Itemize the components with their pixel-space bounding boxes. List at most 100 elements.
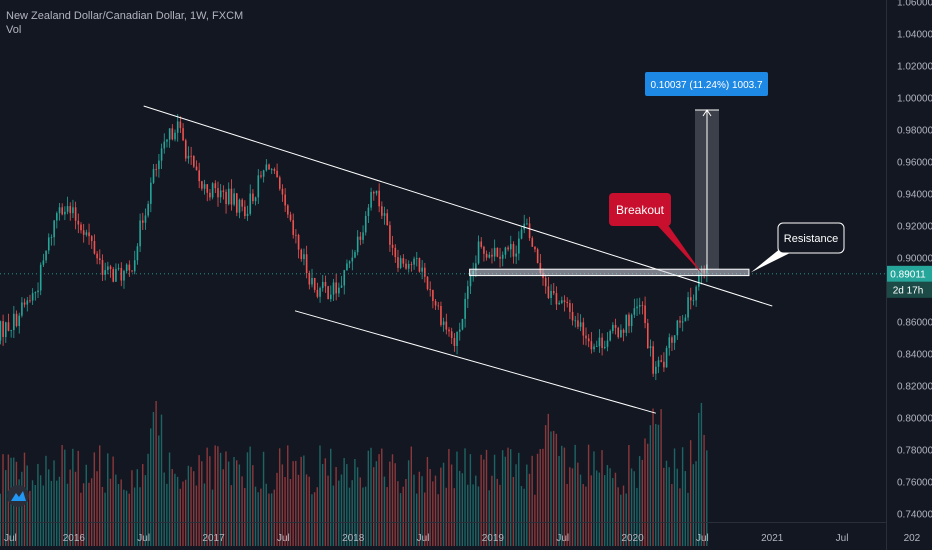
candle-body — [641, 305, 644, 306]
candle-body — [29, 300, 31, 302]
candle-body — [174, 132, 176, 140]
candle-body — [362, 232, 364, 240]
volume-bar — [394, 463, 396, 546]
price-tick-label: 1.04000 — [897, 30, 932, 41]
volume-bar — [131, 470, 133, 546]
volume-bar — [115, 474, 117, 546]
volume-bar — [512, 476, 515, 546]
volume-bar — [483, 459, 485, 546]
volume-bar — [467, 484, 469, 546]
price-tick-label: 0.84000 — [897, 350, 932, 361]
candle-body — [120, 267, 123, 281]
volume-bar — [123, 489, 125, 546]
volume-bar — [657, 424, 660, 546]
candle-body — [166, 139, 168, 142]
volume-bar — [287, 445, 289, 546]
volume-bar — [595, 470, 598, 546]
volume-bar — [649, 425, 652, 546]
volume-bar — [257, 492, 259, 546]
candle-body — [467, 286, 469, 299]
volume-bar — [182, 481, 184, 546]
volume-bar — [692, 464, 695, 546]
candle-body — [429, 289, 432, 291]
volume-bar — [552, 430, 555, 546]
candle-body — [321, 281, 324, 289]
volume-bar — [534, 494, 536, 546]
volume-bar — [630, 468, 633, 546]
volume-bar — [528, 473, 531, 546]
volume-bar — [356, 467, 359, 546]
candle-body — [646, 323, 649, 349]
candle-body — [0, 321, 2, 341]
candle-body — [278, 177, 281, 189]
candle-body — [488, 254, 491, 258]
volume-bar — [641, 459, 644, 546]
countdown-label: 2d 17h — [893, 285, 924, 296]
volume-bar — [69, 469, 71, 546]
candle-body — [152, 168, 155, 183]
volume-bar — [593, 451, 595, 546]
volume-bar — [276, 472, 278, 546]
volume-bar — [225, 451, 227, 546]
volume-bar — [496, 478, 498, 546]
volume-bar — [230, 485, 233, 546]
candle-body — [109, 266, 112, 270]
volume-bar — [577, 462, 579, 546]
candle-body — [319, 288, 321, 297]
volume-bar — [324, 458, 327, 546]
candle-body — [652, 346, 654, 374]
candle-body — [82, 230, 85, 235]
candle-body — [214, 183, 217, 189]
volume-bar — [201, 461, 203, 546]
volume-bar — [609, 468, 611, 546]
candle-body — [687, 297, 689, 318]
candle-body — [461, 318, 464, 330]
volume-bar — [0, 493, 2, 546]
volume-bar — [590, 475, 592, 546]
candle-body — [544, 277, 547, 287]
volume-bar — [252, 465, 254, 546]
candle-body — [434, 300, 437, 306]
channel-lower-line — [294, 310, 656, 414]
candle-body — [23, 302, 26, 305]
volume-bar — [402, 486, 404, 546]
volume-bar — [558, 455, 560, 546]
volume-bar — [211, 489, 214, 546]
candle-body — [96, 253, 98, 259]
volume-bar — [112, 456, 114, 546]
volume-bar — [547, 413, 549, 546]
volume-bar — [327, 475, 329, 546]
resistance-zone — [469, 268, 750, 277]
candle-body — [671, 337, 673, 343]
price-tick-label: 0.96000 — [897, 158, 932, 169]
time-tick-label: Jul — [696, 533, 709, 544]
candle-body — [453, 337, 456, 346]
volume-bar — [507, 447, 509, 546]
candle-body — [230, 188, 233, 205]
candle-body — [211, 183, 214, 198]
resistance-label: Resistance — [784, 233, 838, 245]
candle-body — [698, 275, 700, 287]
volume-bar — [480, 454, 482, 546]
candle-body — [316, 289, 319, 297]
volume-bar — [389, 461, 391, 546]
volume-bar — [136, 469, 139, 546]
volume-bar — [448, 448, 450, 546]
candle-body — [397, 257, 399, 268]
candle-body — [569, 303, 571, 312]
candle-body — [69, 206, 72, 214]
candle-body — [364, 215, 367, 233]
volume-bar — [340, 474, 343, 546]
volume-bar — [66, 483, 69, 546]
candle-body — [295, 234, 297, 236]
volume-bar — [147, 453, 149, 546]
candle-body — [383, 213, 386, 216]
volume-bar — [397, 481, 399, 546]
volume-bar — [582, 484, 584, 546]
volume-bar — [569, 467, 571, 546]
price-tick-label: 0.92000 — [897, 222, 932, 233]
candle-body — [512, 244, 515, 257]
candle-body — [198, 170, 200, 182]
volume-bar — [372, 467, 375, 546]
